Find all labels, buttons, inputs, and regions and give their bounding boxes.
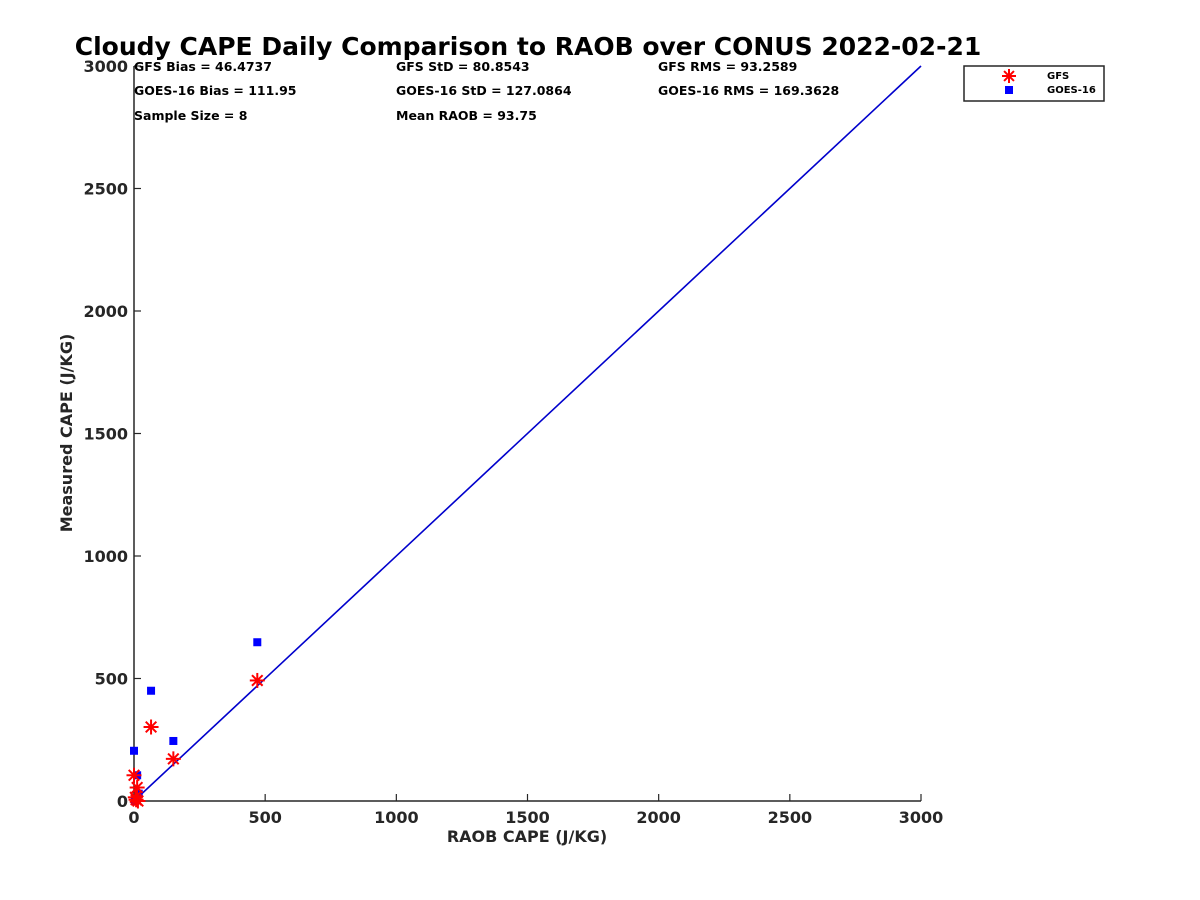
legend: GFS GOES-16 [963,65,1105,102]
gfs-point [143,719,159,735]
y-ticks: 0 500 1000 1500 2000 2500 3000 [83,57,141,811]
stat-sample-size: Sample Size = 8 [134,108,247,123]
reference-line-group [133,65,922,802]
y-tick-label: 1000 [83,547,128,566]
gfs-point [249,672,265,688]
x-axis-label: RAOB CAPE (J/KG) [447,827,607,846]
y-tick-label: 1500 [83,425,128,444]
data-points [126,638,265,809]
goes16-point [253,638,262,647]
x-tick-label: 2000 [636,808,681,827]
y-tick-label: 3000 [83,57,128,76]
legend-gfs-label: GFS [1047,71,1069,82]
y-tick-label: 2000 [83,302,128,321]
legend-box [963,65,1105,102]
x-tick-label: 1000 [374,808,419,827]
stat-goes-rms: GOES-16 RMS = 169.3628 [658,83,839,98]
goes16-point [169,736,178,745]
stat-mean-raob: Mean RAOB = 93.75 [396,108,537,123]
gfs-point [128,792,144,808]
x-ticks: 0 500 1000 1500 2000 2500 3000 [128,794,943,827]
stat-gfs-rms: GFS RMS = 93.2589 [658,59,797,74]
y-tick-label: 2500 [83,180,128,199]
gfs-point [165,751,181,767]
x-tick-label: 2500 [768,808,813,827]
legend-gfs-asterisk-marker [1002,69,1016,83]
x-tick-label: 3000 [899,808,944,827]
y-tick-label: 0 [117,792,128,811]
legend-gfs-marker-shape [1002,69,1016,83]
gfs-point [129,780,145,796]
stat-goes-bias: GOES-16 Bias = 111.95 [134,83,296,98]
stats-annotations: GFS Bias = 46.4737 GFS StD = 80.8543 GFS… [134,59,839,123]
goes16-point [147,686,156,695]
one-to-one-line [133,65,922,802]
x-tick-label: 0 [128,808,139,827]
y-tick-label: 500 [95,670,128,689]
legend-goes-marker-shape [1005,86,1013,94]
x-tick-label: 1500 [505,808,550,827]
stat-goes-std: GOES-16 StD = 127.0864 [396,83,572,98]
legend-goes-square-marker [1005,86,1013,94]
stat-gfs-bias: GFS Bias = 46.4737 [134,59,272,74]
stat-gfs-std: GFS StD = 80.8543 [396,59,530,74]
y-axis-label: Measured CAPE (J/KG) [57,334,76,533]
goes16-point [130,746,138,755]
x-tick-label: 500 [248,808,281,827]
chart-title: Cloudy CAPE Daily Comparison to RAOB ove… [75,32,981,61]
gfs-point [126,767,142,783]
legend-goes-label: GOES-16 [1047,85,1096,96]
